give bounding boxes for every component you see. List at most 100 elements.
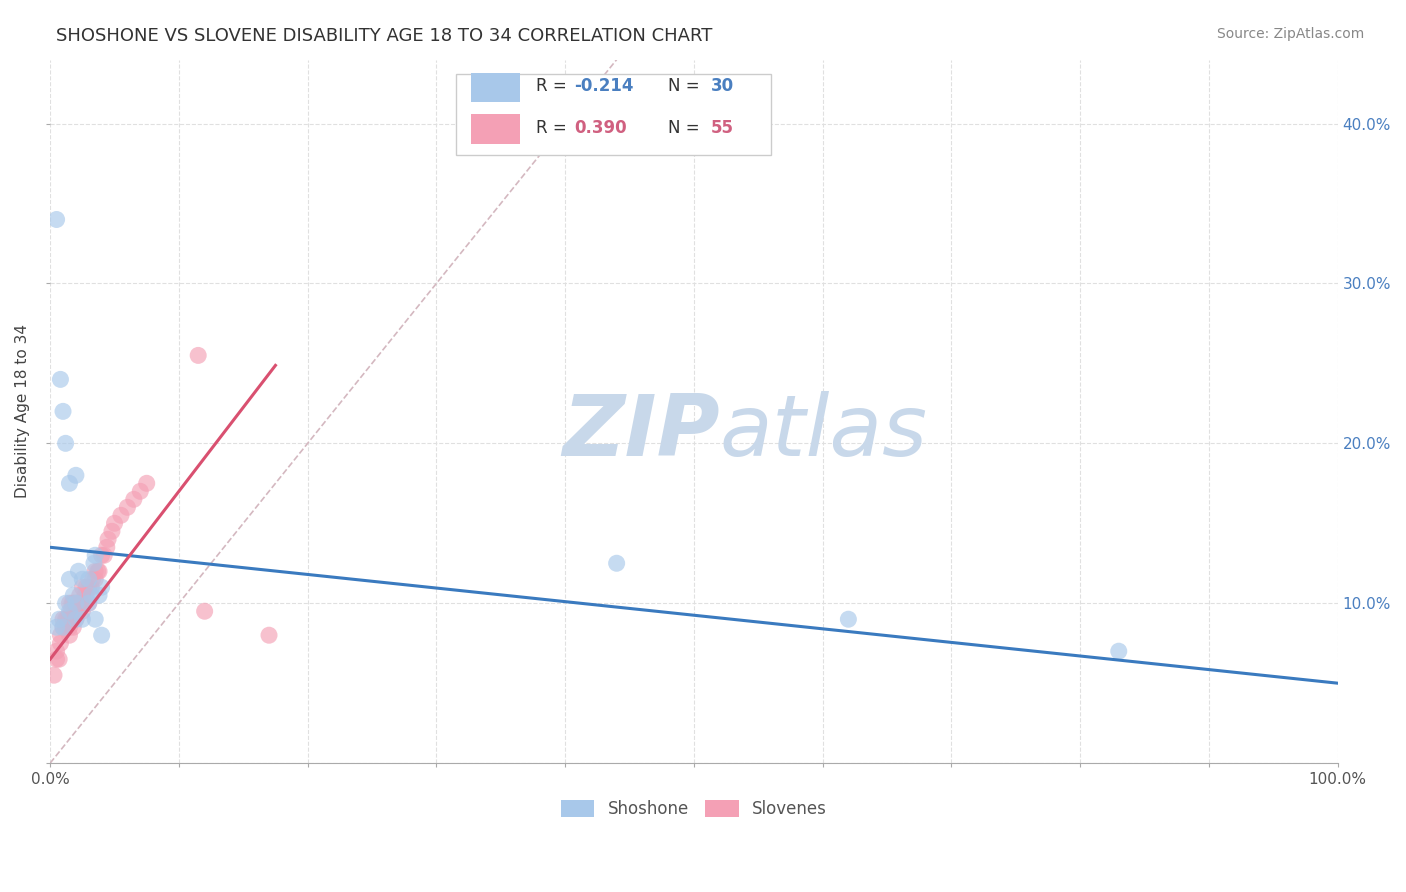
Point <box>77 596 100 610</box>
Point <box>83 556 105 570</box>
Point <box>96 541 118 555</box>
Point <box>62 588 84 602</box>
Point <box>82 572 104 586</box>
Point <box>122 492 145 507</box>
Point <box>90 548 112 562</box>
Point <box>87 588 110 602</box>
Point <box>48 652 70 666</box>
Point <box>58 628 80 642</box>
Point <box>90 580 112 594</box>
FancyBboxPatch shape <box>456 74 770 154</box>
Point <box>87 564 110 578</box>
Point <box>90 628 112 642</box>
Point <box>80 580 103 594</box>
Legend: Shoshone, Slovenes: Shoshone, Slovenes <box>554 794 834 825</box>
Point <box>77 580 100 594</box>
Text: 30: 30 <box>710 77 734 95</box>
Point <box>65 468 87 483</box>
Point <box>70 596 93 610</box>
Point <box>59 604 82 618</box>
Text: N =: N = <box>668 77 704 95</box>
Point <box>62 620 84 634</box>
Point <box>93 548 115 562</box>
Point <box>58 476 80 491</box>
Point <box>58 604 80 618</box>
Point <box>67 604 90 618</box>
Point <box>55 596 77 610</box>
Text: SHOSHONE VS SLOVENE DISABILITY AGE 18 TO 34 CORRELATION CHART: SHOSHONE VS SLOVENE DISABILITY AGE 18 TO… <box>56 27 713 45</box>
Y-axis label: Disability Age 18 to 34: Disability Age 18 to 34 <box>15 325 30 499</box>
Point <box>72 580 94 594</box>
Point <box>97 533 120 547</box>
Point <box>72 612 94 626</box>
Point <box>58 612 80 626</box>
Text: R =: R = <box>536 119 571 136</box>
Text: atlas: atlas <box>720 391 928 474</box>
Point <box>45 652 67 666</box>
Point <box>84 572 107 586</box>
Point <box>55 612 77 626</box>
Point <box>49 636 72 650</box>
Point <box>117 500 139 515</box>
Point <box>62 596 84 610</box>
Point <box>103 516 125 531</box>
FancyBboxPatch shape <box>471 114 520 144</box>
Point <box>67 564 90 578</box>
Point <box>55 620 77 634</box>
Point <box>84 564 107 578</box>
Point <box>101 524 124 539</box>
Point <box>110 508 132 523</box>
Point <box>87 564 110 578</box>
Point <box>65 596 87 610</box>
Point <box>65 596 87 610</box>
Point <box>73 588 96 602</box>
Point <box>65 612 87 626</box>
Point <box>187 348 209 362</box>
Text: N =: N = <box>668 119 704 136</box>
Point <box>75 588 97 602</box>
Point <box>72 596 94 610</box>
Point <box>45 644 67 658</box>
Point <box>67 596 90 610</box>
Text: R =: R = <box>536 77 571 95</box>
Text: Source: ZipAtlas.com: Source: ZipAtlas.com <box>1216 27 1364 41</box>
Point <box>606 556 628 570</box>
Point <box>58 572 80 586</box>
Point <box>65 612 87 626</box>
Point <box>60 596 83 610</box>
FancyBboxPatch shape <box>471 72 520 103</box>
Point <box>49 628 72 642</box>
Point <box>84 612 107 626</box>
Point <box>52 620 75 634</box>
Point <box>80 588 103 602</box>
Point <box>84 548 107 562</box>
Point <box>49 372 72 386</box>
Point <box>1108 644 1130 658</box>
Text: ZIP: ZIP <box>562 391 720 474</box>
Point <box>837 612 859 626</box>
Point <box>48 612 70 626</box>
Text: 0.390: 0.390 <box>574 119 627 136</box>
Point <box>257 628 280 642</box>
Point <box>42 668 65 682</box>
Point <box>69 588 91 602</box>
Point <box>72 604 94 618</box>
Point <box>65 604 87 618</box>
Point <box>56 612 79 626</box>
Point <box>45 620 67 634</box>
Point <box>62 612 84 626</box>
Point <box>129 484 152 499</box>
Point <box>58 596 80 610</box>
Text: -0.214: -0.214 <box>574 77 634 95</box>
Point <box>72 572 94 586</box>
Point <box>75 580 97 594</box>
Point <box>45 212 67 227</box>
Point <box>52 620 75 634</box>
Point <box>55 436 77 450</box>
Point <box>194 604 217 618</box>
Point <box>52 612 75 626</box>
Point <box>52 404 75 418</box>
Text: 55: 55 <box>710 119 734 136</box>
Point <box>77 572 100 586</box>
Point <box>77 596 100 610</box>
